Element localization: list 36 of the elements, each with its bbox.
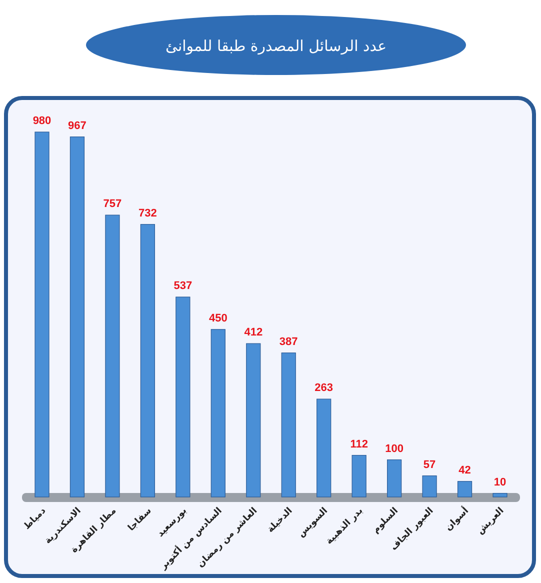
bar [140,224,155,498]
data-label: 732 [138,207,157,220]
bar [105,214,120,498]
data-label: 450 [208,312,228,324]
x-tick-label: سفاجا [126,506,154,534]
x-tick-label: السويس [296,506,330,540]
bar [387,459,402,498]
data-label: 967 [68,120,86,132]
x-tick-label: دمياط [22,506,48,532]
bar [210,329,226,498]
chart-title: عدد الرسائل المصدرة طبقا للموانئ [165,37,387,55]
bar [422,475,437,498]
data-label: 537 [174,280,192,292]
data-label: 387 [279,336,298,348]
data-label: 263 [314,382,334,394]
data-label: 757 [103,198,122,210]
x-tick-label: بورسعيد [156,506,190,540]
bar [457,481,472,498]
bar [70,136,85,498]
x-tick-label: أسوان [442,504,471,534]
bar [316,398,332,498]
bar [352,454,366,498]
bar [176,296,190,498]
data-label: 42 [458,464,471,476]
data-label: 980 [32,115,52,127]
data-label: 57 [423,458,436,471]
bar [492,492,508,498]
data-label: 412 [244,326,263,339]
x-tick-label: العريش [476,506,506,537]
bar [281,352,296,498]
data-label: 112 [350,438,368,450]
data-label: 10 [494,476,506,488]
bar [34,132,50,498]
bar [246,343,261,498]
x-tick-label: الدخيلة [266,506,295,536]
data-label: 100 [385,442,404,455]
